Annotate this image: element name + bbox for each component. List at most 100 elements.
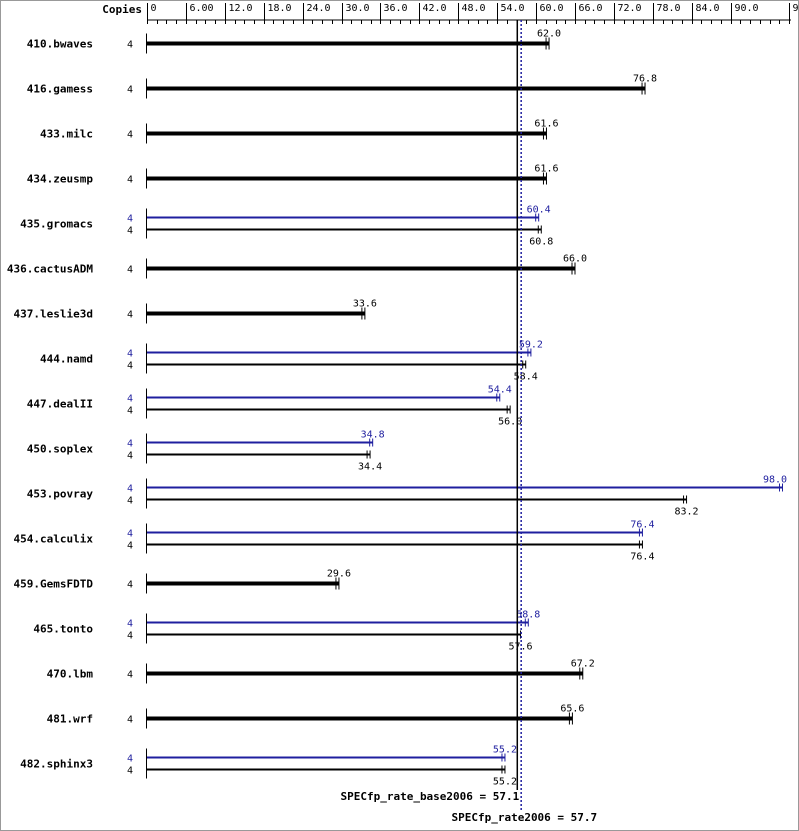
x-tick-label: 36.0: [384, 3, 408, 14]
peak-value-label: 34.8: [361, 430, 385, 441]
base-value-label: 60.8: [529, 237, 553, 248]
copies-header: Copies: [102, 3, 142, 16]
x-tick-label: 54.0: [501, 3, 525, 14]
x-tick-label: 48.0: [462, 3, 486, 14]
base-value-label: 33.6: [353, 299, 377, 310]
base-value-label: 76.4: [630, 552, 654, 563]
benchmark-row: 470.lbm 4 67.2: [47, 659, 595, 684]
x-tick-label: 12.0: [229, 3, 253, 14]
base-copies: 4: [127, 406, 133, 417]
peak-summary-label: SPECfp_rate2006 = 57.7: [451, 811, 597, 824]
peak-copies: 4: [127, 619, 133, 630]
peak-copies: 4: [127, 439, 133, 450]
benchmark-row: 465.tonto 4 58.8 4 57.6: [33, 610, 540, 653]
x-tick-label: 72.0: [618, 3, 642, 14]
peak-value-label: 54.4: [488, 385, 512, 396]
peak-copies: 4: [127, 529, 133, 540]
base-copies: 4: [127, 580, 133, 591]
benchmark-name: 459.GemsFDTD: [14, 578, 94, 591]
peak-copies: 4: [127, 349, 133, 360]
peak-copies: 4: [127, 214, 133, 225]
benchmark-row: 434.zeusmp 4 61.6: [27, 164, 559, 189]
benchmark-name: 450.soplex: [27, 443, 94, 456]
x-tick-label: 24.0: [307, 3, 331, 14]
benchmark-name: 410.bwaves: [27, 38, 93, 51]
base-value-label: 65.6: [560, 704, 584, 715]
benchmark-name: 482.sphinx3: [20, 758, 93, 771]
x-tick-label: 99.0: [793, 3, 799, 14]
peak-copies: 4: [127, 754, 133, 765]
base-copies: 4: [127, 496, 133, 507]
benchmark-name: 465.tonto: [33, 623, 93, 636]
base-summary-label: SPECfp_rate_base2006 = 57.1: [340, 790, 519, 803]
benchmark-name: 435.gromacs: [20, 218, 93, 231]
benchmark-row: 437.leslie3d 4 33.6: [14, 299, 377, 324]
base-value-label: 62.0: [537, 29, 561, 40]
x-tick-label: 60.0: [540, 3, 564, 14]
base-value-label: 34.4: [358, 462, 382, 473]
x-tick-label: 78.0: [657, 3, 681, 14]
base-copies: 4: [127, 85, 133, 96]
benchmark-row: 450.soplex 4 34.8 4 34.4: [27, 430, 385, 473]
benchmark-name: 444.namd: [40, 353, 93, 366]
benchmark-name: 433.milc: [40, 128, 93, 141]
base-value-label: 29.6: [327, 569, 351, 580]
peak-value-label: 59.2: [519, 340, 543, 351]
benchmark-row: 436.cactusADM 4 66.0: [7, 254, 587, 279]
base-copies: 4: [127, 265, 133, 276]
base-copies: 4: [127, 226, 133, 237]
benchmark-row: 435.gromacs 4 60.4 4 60.8: [20, 205, 553, 248]
benchmark-name: 454.calculix: [14, 533, 94, 546]
base-value-label: 58.4: [514, 372, 538, 383]
x-tick-label: 18.0: [268, 3, 292, 14]
summary-lines: SPECfp_rate_base2006 = 57.1 SPECfp_rate20…: [340, 20, 597, 824]
benchmark-row: 459.GemsFDTD 4 29.6: [14, 569, 351, 594]
benchmark-name: 416.gamess: [27, 83, 93, 96]
x-axis: 0 6.00 12.0 18.0 24.0 30.0 36.0 42.0 48.0 54.0 60.…: [147, 3, 799, 24]
base-copies: 4: [127, 715, 133, 726]
base-copies: 4: [127, 310, 133, 321]
base-value-label: 67.2: [571, 659, 595, 670]
benchmark-name: 447.dealII: [27, 398, 93, 411]
x-tick-label: 42.0: [423, 3, 447, 14]
base-copies: 4: [127, 631, 133, 642]
base-value-label: 57.6: [508, 642, 532, 653]
benchmark-name: 437.leslie3d: [14, 308, 93, 321]
base-copies: 4: [127, 670, 133, 681]
benchmark-row: 410.bwaves 4 62.0: [27, 29, 561, 54]
peak-value-label: 55.2: [493, 745, 517, 756]
benchmark-name: 453.povray: [27, 488, 94, 501]
x-tick-label: 84.0: [696, 3, 720, 14]
base-value-label: 61.6: [534, 119, 558, 130]
base-copies: 4: [127, 130, 133, 141]
benchmark-name: 434.zeusmp: [27, 173, 94, 186]
base-copies: 4: [127, 451, 133, 462]
benchmark-name: 481.wrf: [47, 713, 93, 726]
base-copies: 4: [127, 766, 133, 777]
base-value-label: 66.0: [563, 254, 587, 265]
peak-copies: 4: [127, 394, 133, 405]
base-value-label: 76.8: [633, 74, 657, 85]
base-value-label: 56.0: [498, 417, 522, 428]
base-copies: 4: [127, 40, 133, 51]
x-tick-label: 0: [151, 3, 157, 14]
peak-copies: 4: [127, 484, 133, 495]
base-value-label: 55.2: [493, 777, 517, 788]
x-tick-label: 6.00: [190, 3, 214, 14]
benchmark-row: 433.milc 4 61.6: [40, 119, 559, 144]
base-copies: 4: [127, 175, 133, 186]
benchmark-name: 470.lbm: [47, 668, 94, 681]
peak-value-label: 58.8: [516, 610, 540, 621]
x-tick-label: 66.0: [579, 3, 603, 14]
benchmark-row: 416.gamess 4 76.8: [27, 74, 657, 99]
benchmark-name: 436.cactusADM: [7, 263, 93, 276]
base-copies: 4: [127, 361, 133, 372]
benchmark-row: 444.namd 4 59.2 4 58.4: [40, 340, 543, 383]
peak-value-label: 98.0: [763, 475, 787, 486]
x-tick-label: 30.0: [346, 3, 370, 14]
benchmark-row: 447.dealII 4 54.4 4 56.0: [27, 385, 522, 428]
